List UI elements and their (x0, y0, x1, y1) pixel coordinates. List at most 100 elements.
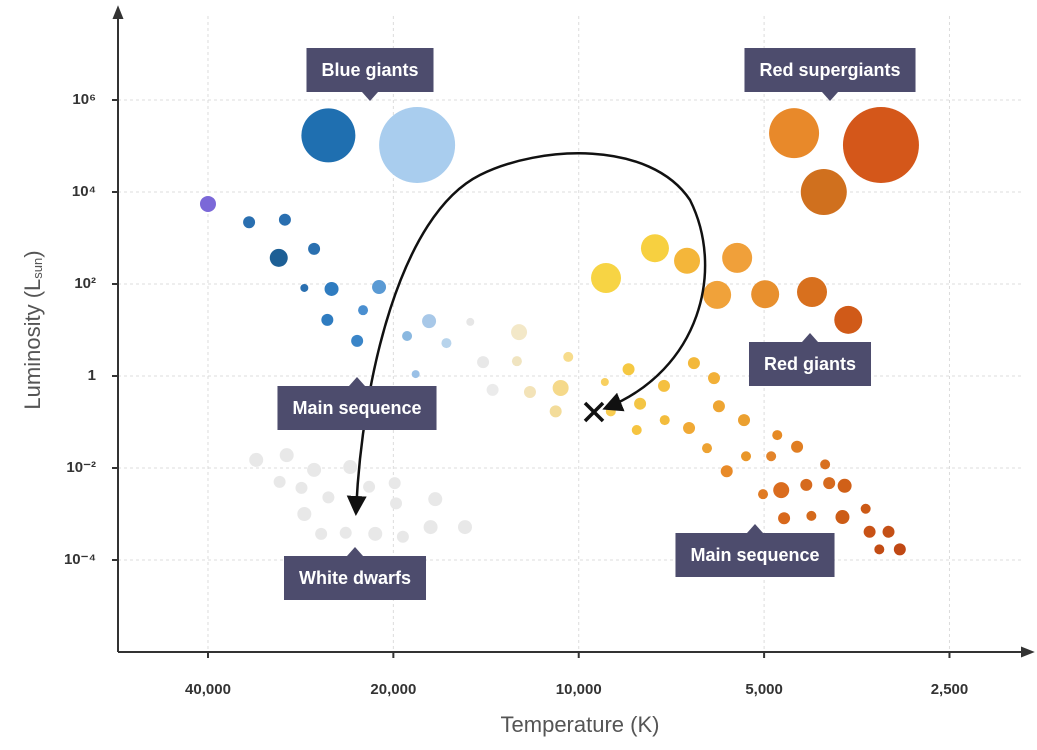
star-point (390, 497, 402, 509)
y-tick-label: 10⁶ (72, 91, 96, 108)
star-point (340, 527, 352, 539)
star-point (894, 543, 906, 555)
star-point (397, 531, 409, 543)
callout-label: Red giants (764, 354, 856, 374)
star-point (389, 477, 401, 489)
star-point (601, 378, 609, 386)
star-point (279, 214, 291, 226)
x-tick-label: 5,000 (745, 681, 783, 698)
callout: Main sequence (675, 524, 834, 577)
star-point (772, 430, 782, 440)
star-point (843, 107, 919, 183)
callout-label: Red supergiants (759, 60, 900, 80)
star-point (834, 306, 862, 334)
y-tick-label: 10² (74, 275, 96, 292)
star-point (274, 476, 286, 488)
star-point (487, 384, 499, 396)
callout-pointer (822, 92, 838, 101)
star-point (758, 489, 768, 499)
y-title-sub: sun (30, 258, 45, 279)
star-point (708, 372, 720, 384)
star-point (741, 451, 751, 461)
x-axis-title: Temperature (K) (501, 712, 660, 737)
star-point (591, 263, 621, 293)
callout-label: White dwarfs (299, 568, 411, 588)
star-point (550, 405, 562, 417)
star-point (379, 107, 455, 183)
star-point (632, 425, 642, 435)
star-point (441, 338, 451, 348)
callout: Blue giants (306, 48, 433, 101)
star-point (243, 216, 255, 228)
star-point (838, 479, 852, 493)
callout-label: Blue giants (321, 60, 418, 80)
star-point (683, 422, 695, 434)
star-point (658, 380, 670, 392)
star-point (769, 108, 819, 158)
star-point (674, 248, 700, 274)
star-point (351, 335, 363, 347)
callout-pointer (802, 333, 818, 342)
star-point (688, 357, 700, 369)
callout: Main sequence (277, 377, 436, 430)
star-point (466, 318, 474, 326)
star-point (200, 196, 216, 212)
y-title-main: Luminosity (L (20, 279, 45, 410)
star-point (721, 465, 733, 477)
x-tick-label: 20,000 (370, 681, 416, 698)
annotations: Blue giants Red supergiants Red giants Main… (277, 48, 915, 600)
star-point (372, 280, 386, 294)
star-point (295, 482, 307, 494)
star-point (300, 284, 308, 292)
star-point (861, 504, 871, 514)
star-point (270, 249, 288, 267)
x-tick-label: 2,500 (931, 681, 969, 698)
star-point (315, 528, 327, 540)
callout-pointer (349, 377, 365, 386)
star-point (307, 463, 321, 477)
plot-area (200, 107, 919, 555)
star-point (249, 453, 263, 467)
star-point (797, 277, 827, 307)
star-point (358, 305, 368, 315)
star-point (634, 398, 646, 410)
star-point (477, 356, 489, 368)
star-point (512, 356, 522, 366)
chart: 10⁶10⁴10²110⁻²10⁻⁴40,00020,00010,0005,00… (0, 0, 1037, 750)
star-point (428, 492, 442, 506)
star-point (368, 527, 382, 541)
star-point (800, 479, 812, 491)
star-point (623, 363, 635, 375)
star-point (722, 243, 752, 273)
star-point (301, 108, 355, 162)
star-point (325, 282, 339, 296)
star-point (297, 507, 311, 521)
star-marker (585, 403, 603, 421)
star-point (322, 491, 334, 503)
star-point (641, 234, 669, 262)
star-point (524, 386, 536, 398)
callout-pointer (347, 547, 363, 556)
y-title-end: ) (20, 250, 45, 257)
star-point (874, 544, 884, 554)
callout-label: Main sequence (690, 545, 819, 565)
star-point (660, 415, 670, 425)
callout-pointer (747, 524, 763, 533)
x-tick-label: 10,000 (556, 681, 602, 698)
star-point (703, 281, 731, 309)
star-point (458, 520, 472, 534)
star-point (702, 443, 712, 453)
callout: Red giants (749, 333, 871, 386)
star-point (308, 243, 320, 255)
star-point (864, 526, 876, 538)
star-point (511, 324, 527, 340)
y-tick-label: 10⁴ (72, 183, 96, 200)
star-point (778, 512, 790, 524)
star-point (563, 352, 573, 362)
star-point (823, 477, 835, 489)
star-point (424, 520, 438, 534)
star-point (773, 482, 789, 498)
callout: White dwarfs (284, 547, 426, 600)
star-point (321, 314, 333, 326)
y-axis-title: Luminosity (Lsun) (20, 250, 46, 409)
